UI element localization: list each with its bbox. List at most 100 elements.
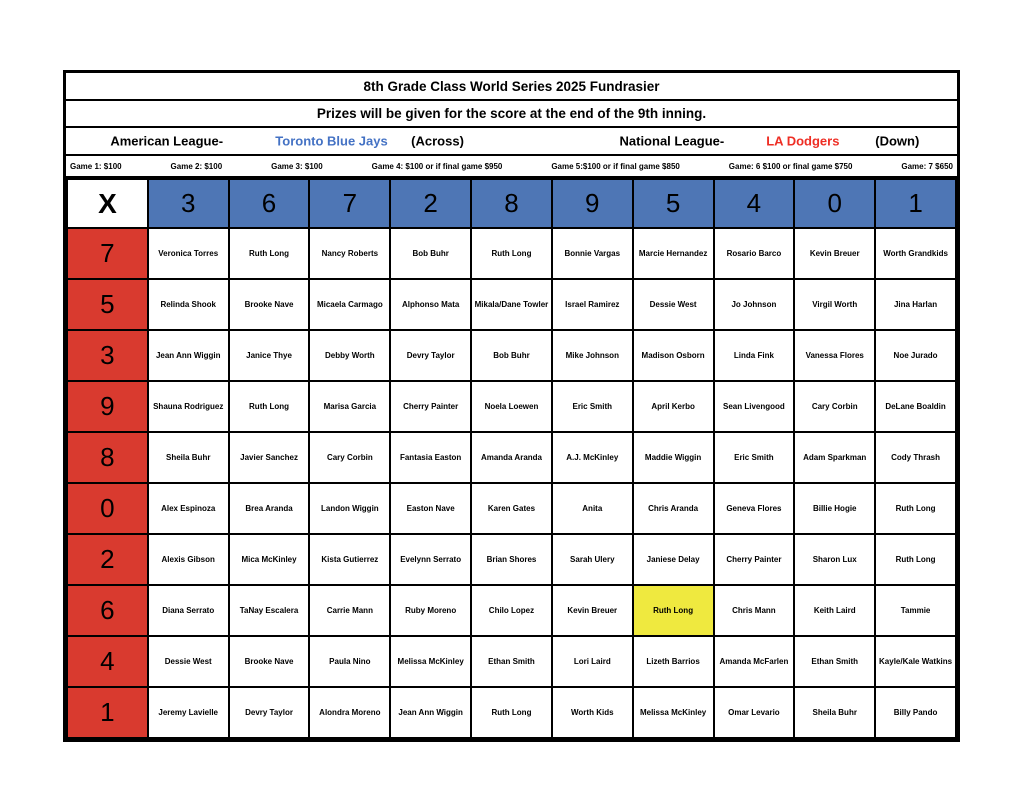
name-cell: Sharon Lux (793, 533, 877, 586)
name-cell: Tammie (874, 584, 957, 637)
name-cell: Noela Loewen (470, 380, 553, 433)
grid-row: 7 Veronica Torres Ruth Long Nancy Roberts Bo… (66, 227, 957, 280)
name-cell: Jean Ann Wiggin (389, 686, 473, 739)
name-cell: Javier Sanchez (227, 431, 311, 484)
game-prize-label: Game 5:$100 or if final game $850 (551, 161, 680, 171)
name-cell: Chris Mann (712, 584, 796, 637)
down-number-cell: 2 (66, 533, 149, 586)
page-title: 8th Grade Class World Series 2025 Fundra… (66, 73, 957, 101)
name-cell: Cody Thrash (874, 431, 957, 484)
across-number-cell: 6 (227, 178, 311, 229)
down-number-cell: 3 (66, 329, 149, 382)
name-cell: TaNay Escalera (227, 584, 311, 637)
across-number-cell: 4 (712, 178, 796, 229)
grid-row: 5 Relinda Shook Brooke Nave Micaela Carmago… (66, 278, 957, 331)
name-cell: Worth Kids (550, 686, 634, 739)
name-cell: Cherry Painter (712, 533, 796, 586)
highlighted-name-cell: Ruth Long (631, 584, 715, 637)
name-cell: Worth Grandkids (874, 227, 957, 280)
across-number-cell: 3 (146, 178, 230, 229)
across-number-cell: 0 (793, 178, 877, 229)
name-cell: Bonnie Vargas (550, 227, 634, 280)
name-cell: Ruby Moreno (389, 584, 473, 637)
name-cell: Ruth Long (874, 482, 957, 535)
corner-x-cell: X (66, 178, 149, 229)
name-cell: Relinda Shook (146, 278, 230, 331)
name-cell: Mikala/Dane Towler (470, 278, 553, 331)
american-team-name: Toronto Blue Jays (275, 133, 388, 149)
name-cell: Mike Johnson (550, 329, 634, 382)
name-cell: Sarah Ulery (550, 533, 634, 586)
down-number-cell: 4 (66, 635, 149, 688)
down-number-cell: 6 (66, 584, 149, 637)
name-cell: Alexis Gibson (146, 533, 230, 586)
name-cell: Jean Ann Wiggin (146, 329, 230, 382)
name-cell: Jo Johnson (712, 278, 796, 331)
name-cell: DeLane Boaldin (874, 380, 957, 433)
name-cell: Bob Buhr (470, 329, 553, 382)
name-cell: Alex Espinoza (146, 482, 230, 535)
name-cell: Diana Serrato (146, 584, 230, 637)
name-cell: A.J. McKinley (550, 431, 634, 484)
name-cell: Kevin Breuer (550, 584, 634, 637)
name-cell: Karen Gates (470, 482, 553, 535)
name-cell: Linda Fink (712, 329, 796, 382)
national-league-label: National League- (619, 133, 725, 149)
name-cell: Kayle/Kale Watkins (874, 635, 957, 688)
name-cell: Eric Smith (712, 431, 796, 484)
name-cell: Alphonso Mata (389, 278, 473, 331)
national-team-name: LA Dodgers (766, 133, 840, 149)
game-prize-label: Game 3: $100 (271, 161, 323, 171)
name-cell: Evelynn Serrato (389, 533, 473, 586)
name-cell: Billy Pando (874, 686, 957, 739)
name-cell: Chris Aranda (631, 482, 715, 535)
game-prize-label: Game 4: $100 or if final game $950 (371, 161, 503, 171)
grid-body: 7 Veronica Torres Ruth Long Nancy Roberts Bo… (66, 227, 957, 739)
game-prize-label: Game: 7 $650 (901, 161, 953, 171)
name-cell: Ruth Long (874, 533, 957, 586)
name-cell: Bob Buhr (389, 227, 473, 280)
name-cell: Marcie Hernandez (631, 227, 715, 280)
name-cell: Veronica Torres (146, 227, 230, 280)
name-cell: Debby Worth (308, 329, 392, 382)
across-direction-label: (Across) (411, 133, 464, 149)
across-number-cell: 8 (470, 178, 553, 229)
game-prizes-row: Game 1: $100 Game 2: $100 Game 3: $100 Game… (66, 156, 957, 178)
name-cell: Billie Hogie (793, 482, 877, 535)
across-number-cell: 9 (550, 178, 634, 229)
name-cell: Carrie Mann (308, 584, 392, 637)
name-cell: Ruth Long (470, 686, 553, 739)
down-number-cell: 0 (66, 482, 149, 535)
name-cell: Israel Ramirez (550, 278, 634, 331)
name-cell: Sean Livengood (712, 380, 796, 433)
name-cell: Amanda Aranda (470, 431, 553, 484)
name-cell: Dessie West (631, 278, 715, 331)
name-cell: Brea Aranda (227, 482, 311, 535)
name-cell: Maddie Wiggin (631, 431, 715, 484)
name-cell: Chilo Lopez (470, 584, 553, 637)
name-cell: Cary Corbin (308, 431, 392, 484)
grid-row: 2 Alexis Gibson Mica McKinley Kista Gutierr… (66, 533, 957, 586)
name-cell: Devry Taylor (227, 686, 311, 739)
name-cell: Cary Corbin (793, 380, 877, 433)
name-cell: Amanda McFarlen (712, 635, 796, 688)
name-cell: Vanessa Flores (793, 329, 877, 382)
name-cell: Easton Nave (389, 482, 473, 535)
down-number-cell: 9 (66, 380, 149, 433)
name-cell: Dessie West (146, 635, 230, 688)
name-cell: Ruth Long (227, 227, 311, 280)
down-number-cell: 7 (66, 227, 149, 280)
name-cell: Mica McKinley (227, 533, 311, 586)
name-cell: Nancy Roberts (308, 227, 392, 280)
grid-row: 9 Shauna Rodriguez Ruth Long Marisa Garcia C… (66, 380, 957, 433)
grid-row: 0 Alex Espinoza Brea Aranda Landon Wiggin Ea… (66, 482, 957, 535)
name-cell: Jeremy Lavielle (146, 686, 230, 739)
name-cell: Janice Thye (227, 329, 311, 382)
across-number-cell: 5 (631, 178, 715, 229)
across-number-cell: 2 (389, 178, 473, 229)
name-cell: Landon Wiggin (308, 482, 392, 535)
down-direction-label: (Down) (875, 133, 920, 149)
name-cell: Paula Nino (308, 635, 392, 688)
grid-row: 4 Dessie West Brooke Nave Paula Nino Melissa… (66, 635, 957, 688)
name-cell: Devry Taylor (389, 329, 473, 382)
